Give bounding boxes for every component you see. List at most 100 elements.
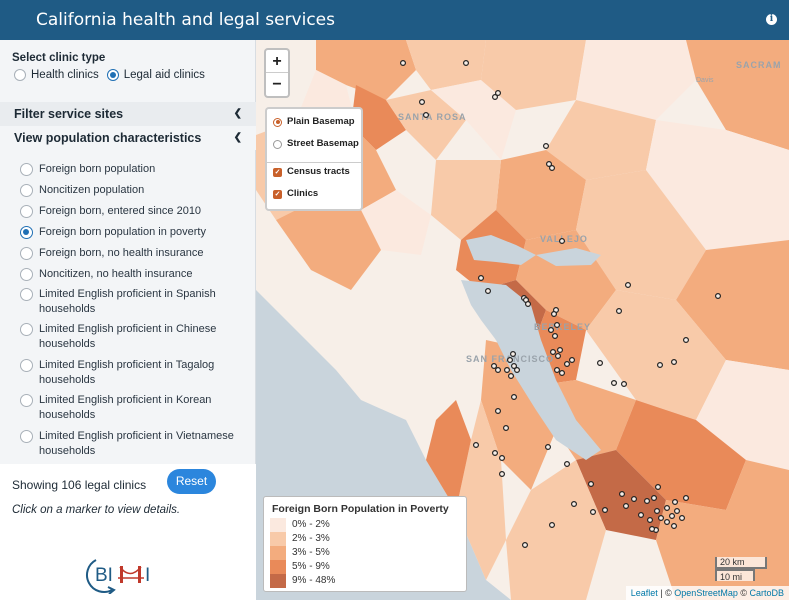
clinic-marker[interactable]: [491, 363, 498, 370]
clinic-marker[interactable]: [683, 495, 690, 502]
clinic-type-legal[interactable]: Legal aid clinics: [106, 69, 205, 81]
radio-option[interactable]: [20, 430, 33, 443]
radio-option[interactable]: [20, 359, 33, 372]
clinic-marker[interactable]: [557, 347, 564, 354]
radio-option[interactable]: [20, 323, 33, 336]
radio-option[interactable]: [20, 268, 33, 281]
clinic-marker[interactable]: [569, 357, 576, 364]
clinic-marker[interactable]: [495, 408, 502, 415]
basemap-street[interactable]: Street Basemap: [273, 137, 359, 151]
checkbox-icon[interactable]: ✓: [273, 167, 282, 177]
clinic-marker[interactable]: [621, 381, 628, 388]
radio-health[interactable]: [14, 69, 26, 81]
clinic-marker[interactable]: [552, 333, 559, 340]
clinic-marker[interactable]: [658, 515, 665, 522]
info-icon[interactable]: i: [766, 14, 777, 25]
clinic-marker[interactable]: [619, 491, 626, 498]
radio-option-selected[interactable]: [20, 226, 33, 239]
radio-option[interactable]: [20, 394, 33, 407]
clinic-marker[interactable]: [597, 360, 604, 367]
clinic-marker[interactable]: [463, 60, 470, 67]
clinic-marker[interactable]: [602, 507, 609, 514]
clinic-markers[interactable]: [400, 60, 722, 549]
clinic-marker[interactable]: [655, 484, 662, 491]
clinic-marker[interactable]: [671, 359, 678, 366]
clinic-marker[interactable]: [644, 498, 651, 505]
clinic-marker[interactable]: [503, 425, 510, 432]
radio-option[interactable]: [20, 247, 33, 260]
clinic-marker[interactable]: [590, 509, 597, 516]
clinic-marker[interactable]: [664, 519, 671, 526]
clinic-marker[interactable]: [649, 526, 656, 533]
clinic-marker[interactable]: [508, 373, 515, 380]
clinic-marker[interactable]: [492, 93, 499, 100]
clinic-marker[interactable]: [511, 394, 518, 401]
clinic-marker[interactable]: [654, 508, 661, 515]
radio-icon[interactable]: [273, 117, 282, 127]
clinic-marker[interactable]: [657, 362, 664, 369]
clinic-marker[interactable]: [671, 523, 678, 530]
overlay-clinics[interactable]: ✓ Clinics: [273, 187, 318, 201]
zoom-out-button[interactable]: −: [272, 76, 282, 93]
zoom-in-button[interactable]: +: [266, 50, 288, 73]
radio-legal[interactable]: [106, 69, 119, 81]
clinic-marker[interactable]: [611, 380, 618, 387]
clinic-marker[interactable]: [647, 517, 654, 524]
clinic-marker[interactable]: [672, 499, 679, 506]
clinic-marker[interactable]: [559, 370, 566, 377]
carto-link[interactable]: CartoDB: [749, 588, 784, 598]
clinic-marker[interactable]: [400, 60, 407, 67]
clinic-marker[interactable]: [559, 238, 566, 245]
clinic-type-health[interactable]: Health clinics: [14, 69, 99, 81]
clinic-marker[interactable]: [551, 311, 558, 318]
clinic-marker[interactable]: [495, 367, 502, 374]
clinic-marker[interactable]: [522, 542, 529, 549]
clinic-marker[interactable]: [555, 353, 562, 360]
clinic-marker[interactable]: [478, 275, 485, 282]
radio-option[interactable]: [20, 184, 33, 197]
radio-option[interactable]: [20, 288, 33, 301]
clinic-marker[interactable]: [674, 508, 681, 515]
filter-service-sites-accordion[interactable]: Filter service sites ❮: [0, 102, 256, 126]
clinic-marker[interactable]: [546, 160, 553, 167]
clinic-marker[interactable]: [564, 361, 571, 368]
view-population-accordion[interactable]: View population characteristics ❮: [0, 126, 256, 150]
clinic-marker[interactable]: [545, 444, 552, 451]
clinic-marker[interactable]: [499, 471, 506, 478]
osm-link[interactable]: OpenStreetMap: [674, 588, 738, 598]
clinic-marker[interactable]: [504, 367, 511, 374]
radio-icon[interactable]: [273, 139, 282, 149]
clinic-marker[interactable]: [492, 450, 499, 457]
clinic-marker[interactable]: [638, 512, 645, 519]
clinic-marker[interactable]: [419, 98, 426, 105]
clinic-marker[interactable]: [423, 111, 430, 118]
radio-option[interactable]: [20, 163, 33, 176]
clinic-marker[interactable]: [679, 515, 686, 522]
clinic-marker[interactable]: [510, 351, 517, 358]
clinic-marker[interactable]: [511, 363, 518, 370]
checkbox-icon[interactable]: ✓: [273, 189, 282, 199]
clinic-marker[interactable]: [664, 505, 671, 512]
radio-option[interactable]: [20, 205, 33, 218]
clinic-marker[interactable]: [550, 349, 557, 356]
clinic-marker[interactable]: [571, 501, 578, 508]
clinic-marker[interactable]: [669, 513, 676, 520]
overlay-census-tracts[interactable]: ✓ Census tracts: [273, 165, 350, 179]
clinic-marker[interactable]: [554, 367, 561, 374]
clinic-marker[interactable]: [548, 327, 555, 334]
clinic-marker[interactable]: [715, 293, 722, 300]
clinic-marker[interactable]: [631, 496, 638, 503]
clinic-marker[interactable]: [525, 301, 532, 308]
clinic-marker[interactable]: [564, 461, 571, 468]
clinic-marker[interactable]: [616, 308, 623, 315]
clinic-marker[interactable]: [683, 337, 690, 344]
clinic-marker[interactable]: [543, 142, 550, 149]
clinic-marker[interactable]: [554, 322, 561, 329]
clinic-marker[interactable]: [514, 367, 521, 374]
clinic-marker[interactable]: [499, 455, 506, 462]
reset-button[interactable]: Reset: [167, 469, 216, 494]
leaflet-link[interactable]: Leaflet: [630, 588, 658, 598]
clinic-marker[interactable]: [625, 282, 632, 289]
clinic-marker[interactable]: [549, 164, 556, 171]
basemap-plain[interactable]: Plain Basemap: [273, 115, 355, 129]
